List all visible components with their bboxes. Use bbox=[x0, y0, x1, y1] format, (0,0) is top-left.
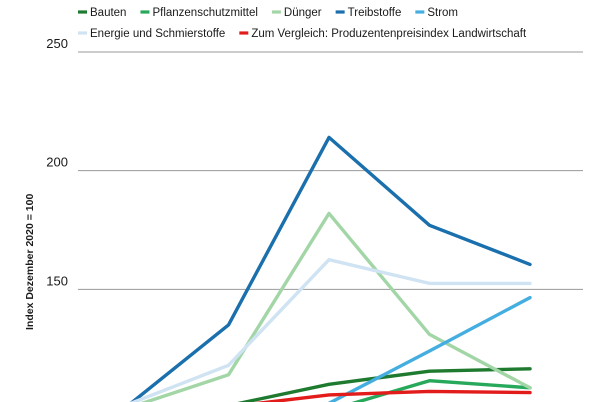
legend: Bauten Pflanzenschutzmittel Dünger Treibsto… bbox=[78, 7, 527, 40]
legend-item-strom: Strom bbox=[415, 7, 458, 19]
legend-label: Dünger bbox=[284, 7, 322, 19]
grid bbox=[78, 51, 583, 290]
legend-item-duenger: Dünger bbox=[271, 7, 322, 19]
series-line-strom bbox=[327, 295, 532, 402]
y-axis-label: Index Dezember 2020 = 100 bbox=[24, 194, 36, 330]
y-tick-label-150: 150 bbox=[46, 273, 68, 288]
legend-label: Zum Vergleich: Produzentenpreisindex Lan… bbox=[251, 28, 527, 40]
y-tick-label-200: 200 bbox=[46, 155, 68, 170]
series-line-zum-vergleich-produzentenpreisindex-landwirtschaft bbox=[254, 389, 532, 402]
legend-label: Energie und Schmierstoffe bbox=[90, 28, 225, 40]
legend-label: Pflanzenschutzmittel bbox=[152, 7, 257, 19]
series-line-pflanzenschutzmittel bbox=[351, 379, 532, 402]
series-line-duenger bbox=[140, 211, 532, 402]
legend-item-pflanzenschutzmittel: Pflanzenschutzmittel bbox=[140, 7, 258, 19]
legend-item-treibstoffe: Treibstoffe bbox=[335, 7, 402, 19]
series-line-energie-und-schmierstoffe bbox=[129, 258, 532, 402]
legend-label: Strom bbox=[427, 7, 458, 19]
legend-label: Bauten bbox=[90, 7, 126, 19]
series-line-treibstoffe bbox=[129, 135, 532, 402]
y-axis-ticks: 150 200 250 bbox=[46, 36, 68, 288]
legend-item-energie-und-schmierstoffe: Energie und Schmierstoffe bbox=[78, 28, 225, 40]
legend-label: Treibstoffe bbox=[348, 7, 402, 19]
legend-item-bauten: Bauten bbox=[78, 7, 126, 19]
legend-item-zum-vergleich-produzentenpreisindex-landwirtschaft: Zum Vergleich: Produzentenpreisindex Lan… bbox=[239, 28, 527, 40]
y-tick-label-250: 250 bbox=[46, 36, 68, 51]
series-line-bauten bbox=[237, 367, 532, 402]
series-lines bbox=[129, 135, 532, 402]
